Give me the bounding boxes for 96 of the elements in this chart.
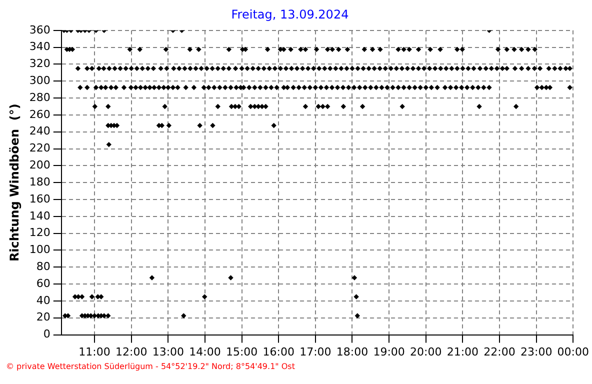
point xyxy=(324,104,330,110)
chart-title: Freitag, 13.09.2024 xyxy=(231,7,349,22)
point xyxy=(344,46,350,52)
point xyxy=(354,294,359,300)
point xyxy=(302,46,308,52)
x-tick-label: 12:00 xyxy=(115,345,148,358)
point xyxy=(263,104,268,110)
point xyxy=(197,122,202,128)
point xyxy=(370,46,376,52)
point xyxy=(354,313,360,318)
y-tick-label: 360 xyxy=(29,23,50,36)
point xyxy=(316,104,321,110)
point xyxy=(526,46,531,52)
point xyxy=(106,142,112,148)
y-tick-label: 80 xyxy=(36,260,50,274)
point xyxy=(202,294,208,300)
point xyxy=(512,46,517,52)
point xyxy=(476,104,482,110)
point xyxy=(336,46,342,52)
point xyxy=(320,104,326,110)
point xyxy=(226,46,232,52)
y-tick-label: 180 xyxy=(29,175,50,188)
point xyxy=(92,104,98,110)
point xyxy=(340,104,346,110)
point xyxy=(137,46,142,52)
point xyxy=(400,104,405,110)
y-tick-label: 140 xyxy=(29,209,50,222)
x-tick-label: 17:00 xyxy=(300,345,332,358)
point xyxy=(264,46,270,52)
point xyxy=(163,46,169,52)
y-tick-label: 240 xyxy=(29,124,50,138)
y-tick-label: 0 xyxy=(43,328,50,341)
point xyxy=(106,104,111,110)
point xyxy=(406,46,412,52)
y-tick-label: 220 xyxy=(29,142,50,155)
x-tick-label: 19:00 xyxy=(373,345,405,358)
y-tick-label: 20 xyxy=(36,310,50,324)
y-tick-label: 320 xyxy=(29,57,50,70)
point xyxy=(162,104,168,110)
x-tick-label: 15:00 xyxy=(226,345,258,358)
point xyxy=(352,275,358,280)
point xyxy=(302,104,308,110)
point xyxy=(454,46,460,52)
point xyxy=(298,46,304,52)
point xyxy=(519,46,524,52)
y-tick-label: 300 xyxy=(29,74,50,87)
point xyxy=(324,46,330,52)
point xyxy=(396,46,401,52)
point xyxy=(187,46,192,52)
point xyxy=(378,46,383,52)
point xyxy=(166,122,172,128)
y-tick-label: 200 xyxy=(29,158,50,172)
point xyxy=(271,122,276,128)
y-tick-label: 340 xyxy=(29,40,50,54)
y-tick-label: 100 xyxy=(29,243,50,256)
point xyxy=(532,46,538,52)
y-tick-label: 160 xyxy=(29,192,50,206)
point xyxy=(314,46,320,52)
point xyxy=(401,46,406,52)
text: © private Wetterstation Süderlügum - 54°52'19.2" Nord; 8°54'49.1" Ost xyxy=(6,362,295,371)
x-tick-label: 11:00 xyxy=(78,345,110,358)
point xyxy=(196,46,202,52)
x-tick-label: 22:00 xyxy=(484,345,516,358)
x-tick-label: 16:00 xyxy=(262,345,294,358)
point xyxy=(288,46,294,52)
point xyxy=(127,46,132,52)
x-tick-label: 20:00 xyxy=(410,345,442,358)
x-tick-label: 23:00 xyxy=(520,345,552,358)
point xyxy=(416,46,422,52)
point xyxy=(330,46,335,52)
point xyxy=(504,46,510,52)
point xyxy=(360,104,366,110)
y-tick-label: 260 xyxy=(29,108,50,121)
y-tick-label: 280 xyxy=(29,90,50,104)
point xyxy=(438,46,443,52)
point xyxy=(362,46,367,52)
y-tick-label: 120 xyxy=(29,226,50,240)
point xyxy=(210,122,216,128)
point xyxy=(460,46,465,52)
point xyxy=(228,275,234,280)
x-tick-label: 14:00 xyxy=(189,345,221,358)
x-tick-label: 00:00 xyxy=(557,345,589,358)
point xyxy=(106,313,111,318)
point xyxy=(513,104,519,110)
y-axis-title: Richtung Windböen (°) xyxy=(7,104,22,262)
x-tick-label: 18:00 xyxy=(336,345,368,358)
y-tick-label: 40 xyxy=(36,294,50,307)
point xyxy=(181,313,186,318)
x-tick-label: 13:00 xyxy=(152,345,184,358)
point xyxy=(495,46,501,52)
point xyxy=(89,294,95,300)
x-tick-label: 21:00 xyxy=(446,345,479,358)
point xyxy=(428,46,433,52)
point xyxy=(149,275,155,280)
y-tick-label: 60 xyxy=(36,276,50,290)
point xyxy=(215,104,220,110)
